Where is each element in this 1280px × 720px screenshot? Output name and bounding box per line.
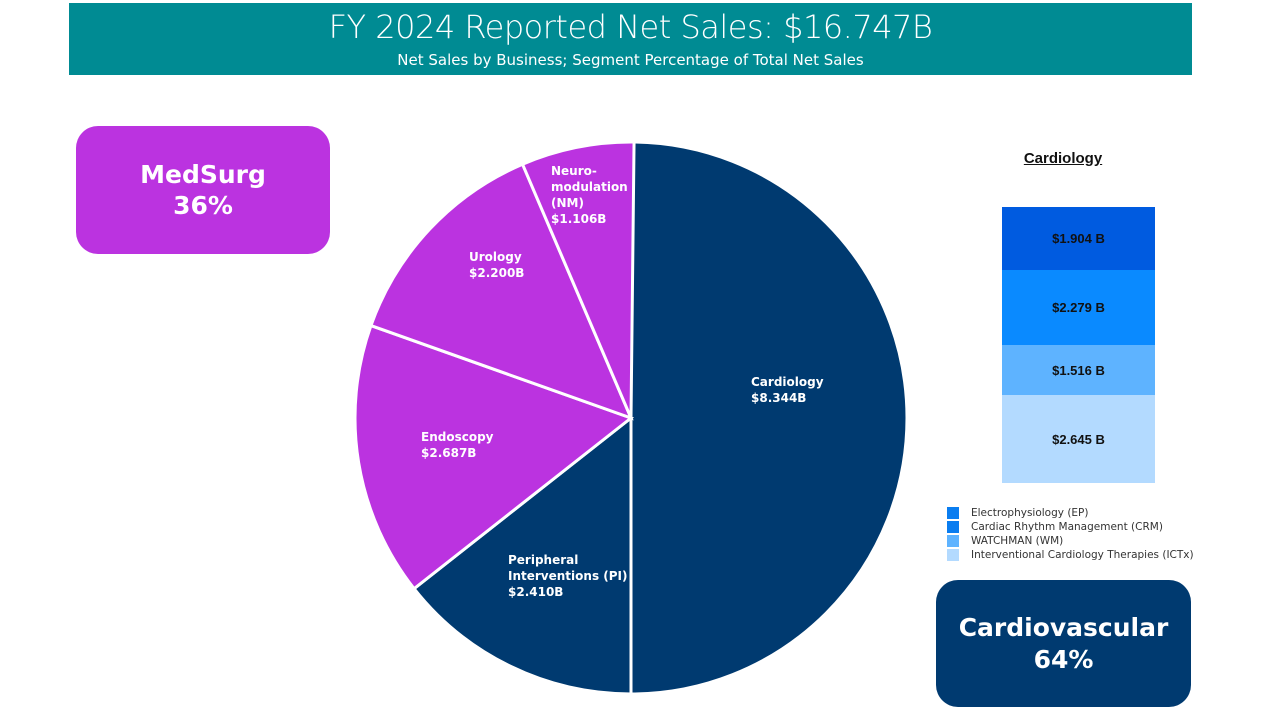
stacked-bar-segment: $1.516 B [1002, 345, 1155, 396]
cardiology-legend: Electrophysiology (EP) Cardiac Rhythm Man… [947, 506, 1194, 562]
segment-value-label: $1.904 B [1052, 230, 1105, 246]
segment-value-label: $2.645 B [1052, 431, 1105, 447]
stacked-bar-segment: $2.279 B [1002, 269, 1155, 346]
legend-swatch [947, 549, 959, 561]
segment-value-label: $1.516 B [1052, 362, 1105, 378]
legend-item: Cardiac Rhythm Management (CRM) [947, 520, 1194, 534]
stacked-bar-segment: $2.645 B [1002, 395, 1155, 483]
pie-slice-urology [369, 162, 634, 421]
pie-slice-label: Urology $2.200B [469, 250, 524, 280]
legend-swatch [947, 507, 959, 519]
segment-value-label: $2.279 B [1052, 300, 1105, 316]
pie-slice-label: Cardiology $8.344B [751, 375, 824, 405]
cardiovascular-percent: 64% [1033, 644, 1094, 674]
medsurg-summary-badge: MedSurg 36% [76, 126, 330, 254]
pie-slice-label: Peripheral Interventions (PI) $2.410B [508, 553, 628, 599]
chart-subtitle: Net Sales by Business; Segment Percentag… [397, 51, 864, 69]
legend-swatch [947, 521, 959, 533]
pie-slice-label: Neuro-modulation (NM) $1.106B [551, 164, 628, 226]
medsurg-label: MedSurg [140, 160, 266, 189]
legend-swatch [947, 535, 959, 547]
pie-slice-label: Endoscopy $2.687B [421, 430, 494, 460]
legend-label: Interventional Cardiology Therapies (ICT… [971, 549, 1194, 561]
legend-label: Cardiac Rhythm Management (CRM) [971, 521, 1163, 533]
medsurg-percent: 36% [173, 191, 233, 220]
pie-slice-cardiology [629, 140, 909, 696]
chart-title: FY 2024 Reported Net Sales: $16.747B [328, 8, 933, 46]
cardiology-breakdown-title: Cardiology [1023, 150, 1103, 167]
stacked-bar-segment: $1.904 B [1002, 207, 1155, 270]
legend-item: Interventional Cardiology Therapies (ICT… [947, 548, 1194, 562]
legend-label: Electrophysiology (EP) [971, 507, 1089, 519]
cardiovascular-label: Cardiovascular [958, 612, 1169, 642]
title-banner: FY 2024 Reported Net Sales: $16.747B Net… [69, 3, 1192, 75]
pie-slice-endoscopy [353, 323, 635, 591]
legend-label: WATCHMAN (WM) [971, 535, 1064, 547]
cardiology-stacked-bar: $1.904 B $2.279 B $1.516 B $2.645 B [1002, 207, 1155, 483]
cardiovascular-summary-badge: Cardiovascular 64% [936, 580, 1191, 707]
legend-item: WATCHMAN (WM) [947, 534, 1194, 548]
pie-slice-peripheral-interventions-pi [411, 414, 633, 696]
pie-slice-neuromodulation-nm [520, 140, 636, 419]
legend-item: Electrophysiology (EP) [947, 506, 1194, 520]
